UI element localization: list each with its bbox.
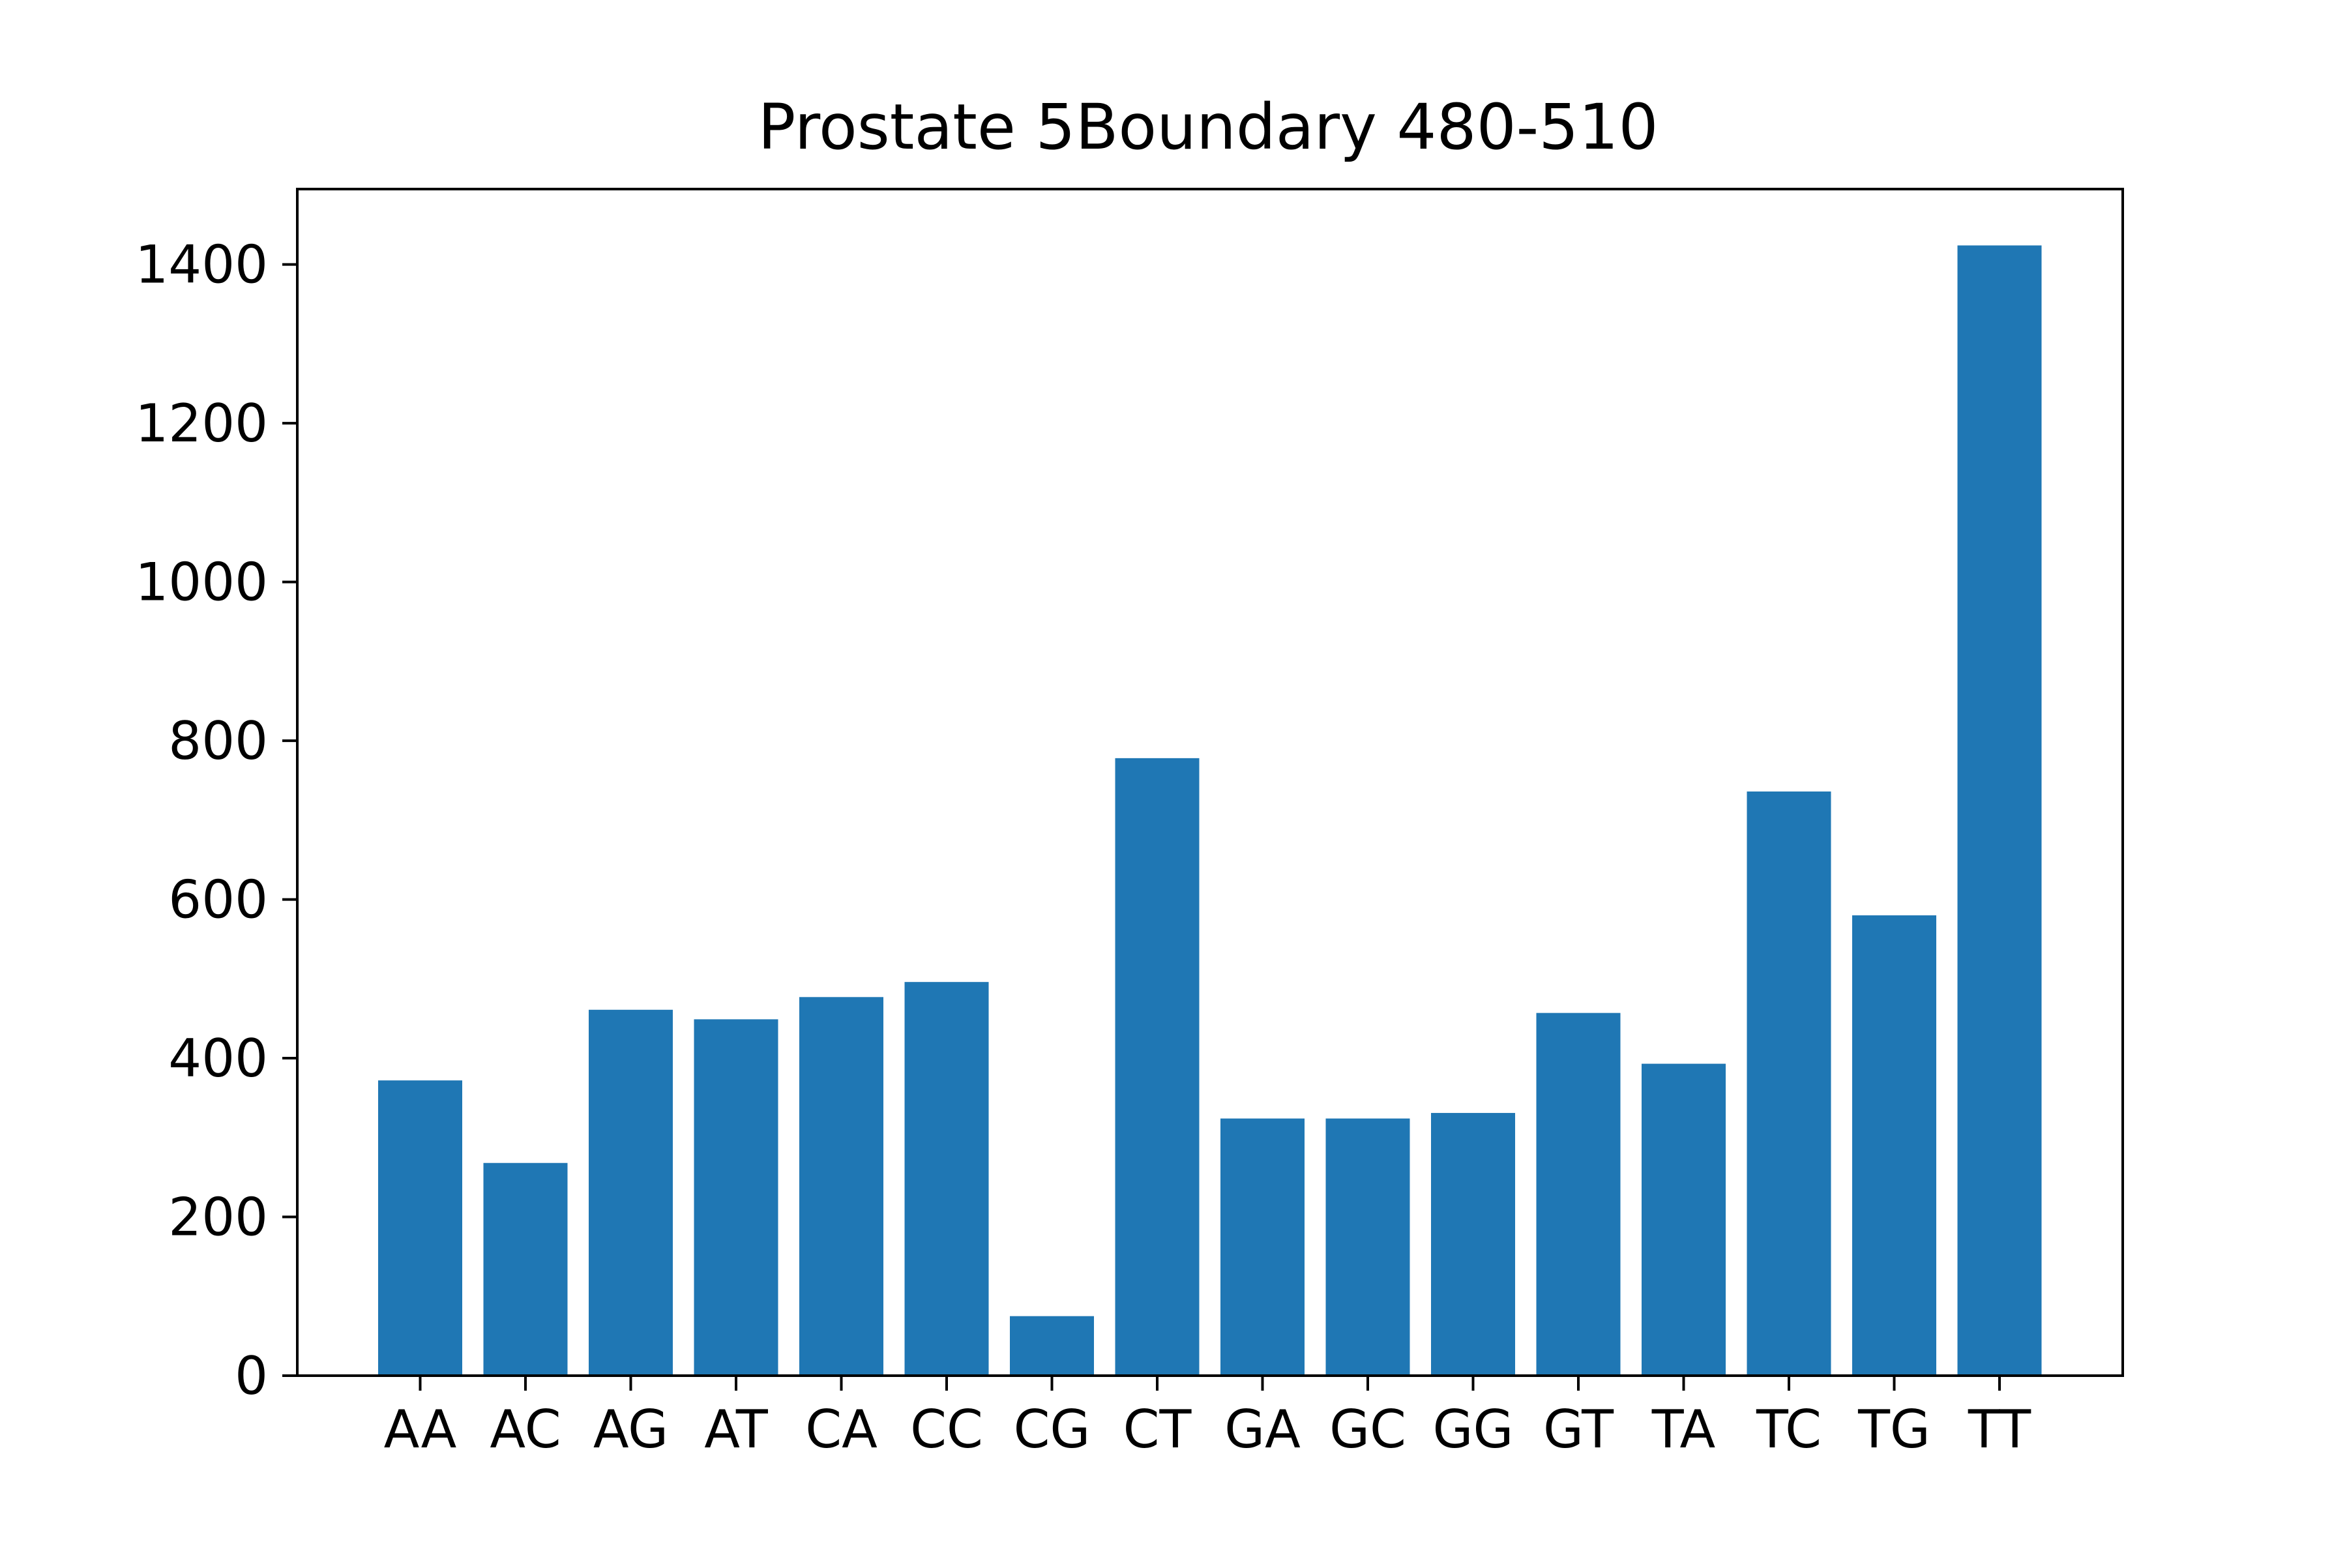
bar-ct [1115,758,1200,1376]
x-tick-label-gc: GC [1329,1399,1406,1460]
y-tick-label-1400: 1400 [135,235,268,295]
x-tick-label-ag: AG [593,1399,668,1460]
bar-ac [483,1162,568,1376]
y-tick-label-1000: 1000 [135,552,268,613]
x-tick-label-cg: CG [1014,1399,1091,1460]
bar-gg [1431,1113,1515,1376]
x-tick-label-gt: GT [1543,1399,1614,1460]
x-tick-label-aa: AA [384,1399,457,1460]
x-tick-label-ac: AC [490,1399,561,1460]
x-tick-label-ct: CT [1123,1399,1192,1460]
bar-ga [1220,1118,1305,1376]
bars-layer [378,245,2042,1376]
x-tick-label-ta: TA [1651,1399,1716,1460]
bar-gc [1325,1118,1410,1376]
bar-aa [378,1080,462,1376]
x-tick-label-ca: CA [805,1399,878,1460]
plot-area-frame [296,188,2124,1377]
y-tick-label-1200: 1200 [135,393,268,454]
x-tick-label-tt: TT [1968,1399,2031,1460]
x-tick-label-gg: GG [1433,1399,1514,1460]
x-tick-label-tc: TC [1756,1399,1822,1460]
bar-ag [589,1009,673,1376]
x-tick-label-cc: CC [910,1399,983,1460]
y-tick-label-0: 0 [235,1346,268,1406]
y-tick-label-600: 600 [168,870,268,930]
bar-gt [1536,1013,1621,1376]
x-axis: AA AC AG AT CA CC CG CT GA GC GG GT TA TC TG TT [384,1376,2031,1460]
y-tick-label-400: 400 [168,1028,268,1089]
x-tick-label-tg: TG [1857,1399,1930,1460]
bar-tt [1957,245,2042,1376]
bar-at [694,1019,778,1376]
y-tick-label-200: 200 [168,1187,268,1248]
bar-ca [799,997,883,1376]
y-tick-label-800: 800 [168,711,268,771]
chart-title: Prostate 5Boundary 480-510 [758,91,1658,164]
x-tick-label-at: AT [704,1399,769,1460]
y-axis: 0 200 400 600 800 1000 1200 1400 [135,235,297,1406]
bar-ta [1642,1063,1726,1376]
x-tick-label-ga: GA [1224,1399,1301,1460]
bar-tc [1747,791,1831,1376]
bar-cc [904,982,989,1376]
bar-cg [1010,1316,1094,1376]
bar-tg [1852,915,1936,1376]
